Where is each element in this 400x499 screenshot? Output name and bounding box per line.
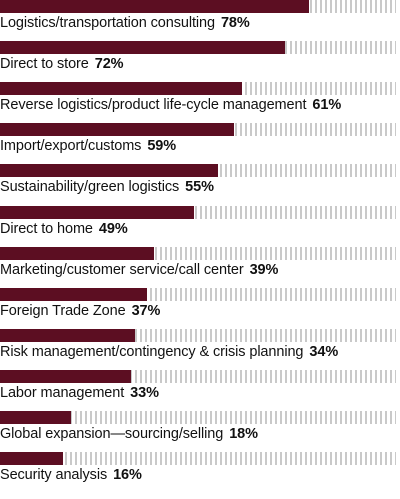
bar-label: Labor management 33% [0, 384, 159, 402]
bar-track [0, 411, 396, 424]
category-label: Direct to store [0, 56, 89, 73]
category-label: Sustainability/green logistics [0, 179, 180, 196]
bar [0, 287, 147, 301]
bar-label: Direct to store 72% [0, 55, 124, 73]
bar [0, 164, 218, 178]
bar-label: Risk management/contingency & crisis pla… [0, 343, 338, 361]
category-label: Labor management [0, 384, 125, 401]
bar [0, 369, 131, 383]
bar [0, 82, 242, 96]
value-label: 37% [131, 302, 161, 319]
bar-row: Direct to home 49% [0, 205, 400, 248]
value-label: 78% [220, 15, 250, 31]
bar-row: Reverse logistics/product life-cycle man… [0, 82, 400, 124]
category-label: Marketing/customer service/call center [0, 261, 244, 278]
category-label: Global expansion—sourcing/selling [0, 426, 224, 442]
category-label: Import/export/customs [0, 138, 142, 155]
category-label: Reverse logistics/product life-cycle man… [0, 97, 307, 114]
bar [0, 246, 155, 260]
bar [0, 41, 286, 55]
bar [0, 452, 64, 466]
bar-row: Import/export/customs 59% [0, 123, 400, 165]
bar [0, 328, 135, 342]
category-label: Foreign Trade Zone [0, 302, 126, 319]
category-label: Risk management/contingency & crisis pla… [0, 343, 304, 360]
bar-row: Security analysis 16% [0, 452, 400, 494]
bar-track [0, 452, 396, 466]
bar-row: Foreign Trade Zone 37% [0, 287, 400, 330]
category-label: Logistics/transportation consulting [0, 15, 215, 31]
value-label: 49% [98, 220, 128, 237]
value-label: 16% [113, 467, 142, 484]
category-label: Direct to home [0, 220, 93, 237]
bar [0, 123, 234, 137]
value-label: 55% [185, 179, 214, 196]
bar [0, 205, 194, 219]
bar-row: Labor management 33% [0, 369, 400, 412]
bar-label: Reverse logistics/product life-cycle man… [0, 96, 341, 114]
bar-label: Foreign Trade Zone 37% [0, 302, 160, 320]
value-label: 72% [94, 56, 124, 73]
bar-label: Direct to home 49% [0, 220, 128, 238]
bar-label: Import/export/customs 59% [0, 137, 176, 155]
value-label: 33% [130, 384, 159, 401]
bar-row: Risk management/contingency & crisis pla… [0, 328, 400, 371]
bar-row: Marketing/customer service/call center 39… [0, 246, 400, 289]
bar-row: Direct to store 72% [0, 41, 400, 83]
value-label: 39% [249, 261, 279, 278]
bar-label: Global expansion—sourcing/selling 18% [0, 425, 258, 443]
bar-label: Sustainability/green logistics 55% [0, 178, 214, 196]
value-label: 59% [147, 138, 177, 155]
value-label: 34% [309, 343, 339, 360]
bar-row: Global expansion—sourcing/selling 18% [0, 411, 400, 453]
category-label: Security analysis [0, 467, 108, 484]
bar [0, 0, 309, 13]
bar-row: Sustainability/green logistics 55% [0, 164, 400, 206]
bar [0, 411, 72, 424]
bar-label: Security analysis 16% [0, 466, 142, 484]
bar-label: Marketing/customer service/call center 39… [0, 261, 278, 279]
value-label: 18% [229, 426, 258, 442]
value-label: 61% [312, 97, 342, 114]
bar-label: Logistics/transportation consulting 78% [0, 14, 250, 32]
bar-row: Logistics/transportation consulting 78% [0, 0, 400, 42]
